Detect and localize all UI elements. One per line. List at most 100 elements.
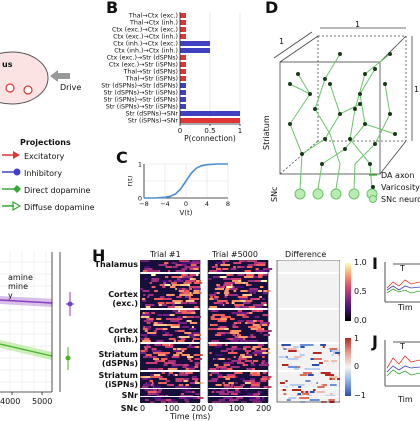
varicosity xyxy=(393,132,397,136)
heatmap-row xyxy=(277,288,340,290)
heatmap-streak xyxy=(237,322,240,324)
heatmap-streak xyxy=(259,286,264,288)
heatmap-streak xyxy=(181,378,190,380)
heatmap-streak xyxy=(252,393,259,395)
heatmap-streak xyxy=(261,362,264,364)
heatmap-streak xyxy=(217,320,227,322)
heatmap-row xyxy=(277,350,340,352)
block-separator xyxy=(208,370,268,372)
heatmap-streak xyxy=(185,368,190,370)
heatmap-streak xyxy=(146,268,153,270)
heatmap-streak xyxy=(191,326,194,328)
heatmap-streak xyxy=(297,393,301,395)
heatmap-streak xyxy=(148,356,157,358)
heatmap-row xyxy=(140,274,200,276)
heatmap-streak xyxy=(188,312,196,314)
heatmap-streak xyxy=(252,372,258,374)
heatmap-streak xyxy=(232,334,236,336)
heatmap-streak xyxy=(307,376,314,378)
heatmap-streak xyxy=(171,282,177,284)
heatmap-streak xyxy=(310,376,315,378)
heatmap-streak xyxy=(286,399,291,401)
heatmap-streak xyxy=(225,302,229,304)
heatmap-streak xyxy=(219,304,223,306)
heatmap-streak xyxy=(146,382,152,384)
heatmap-streak xyxy=(147,270,155,272)
heatmap-streak xyxy=(144,348,148,350)
heatmap-streak xyxy=(190,286,199,288)
heatmap-streak xyxy=(309,391,315,393)
heatmap-streak xyxy=(249,288,259,290)
block-separator xyxy=(277,388,340,390)
green-mean-marker xyxy=(65,355,71,361)
heatmap-streak xyxy=(208,278,212,280)
heatmap-row xyxy=(208,346,268,348)
heatmap-streak xyxy=(183,294,193,296)
legend-fragment: y xyxy=(8,291,13,300)
block-separator xyxy=(140,388,200,390)
heatmap-streak xyxy=(156,318,162,320)
varicosity xyxy=(368,162,372,166)
heatmap-streak xyxy=(183,282,192,284)
heatmap-streak xyxy=(162,286,166,288)
heatmap-row xyxy=(277,284,340,286)
varicosity xyxy=(313,107,317,111)
heatmap-row xyxy=(140,262,200,264)
heatmap-streak xyxy=(214,276,219,278)
bar xyxy=(180,90,186,95)
heatmap-streak xyxy=(193,334,202,336)
heatmap-streak xyxy=(159,360,165,362)
varicosity xyxy=(308,92,312,96)
heatmap-streak xyxy=(171,366,178,368)
heatmap-streak xyxy=(240,384,244,386)
category-label: Thal→Str (iSPNs) xyxy=(125,76,178,83)
heatmap-streak xyxy=(328,364,338,366)
heatmap-streak xyxy=(143,346,151,348)
varicosity xyxy=(388,112,392,116)
heatmap-streak xyxy=(299,397,310,399)
heatmap-streak xyxy=(217,374,223,376)
heatmap-streak xyxy=(181,389,190,391)
heatmap-streak xyxy=(249,380,255,382)
varicosity-legend-icon xyxy=(371,185,375,189)
heatmap-streak xyxy=(159,296,165,298)
heatmap-row xyxy=(208,268,268,270)
heatmap-streak xyxy=(244,389,248,391)
heatmap-streak xyxy=(165,380,171,382)
heatmap-streak xyxy=(182,316,188,318)
heatmap-row xyxy=(140,316,200,318)
heatmap-row xyxy=(208,302,268,304)
x-tick-label: 0.5 xyxy=(204,127,215,135)
cube-edge xyxy=(379,140,407,175)
heatmap-streak xyxy=(177,316,182,318)
heatmap-streak xyxy=(257,391,261,393)
y-axis-label: r(t) xyxy=(128,175,134,186)
heatmap-streak xyxy=(171,284,180,286)
heatmap-streak xyxy=(177,264,187,266)
heatmap-streak xyxy=(165,302,171,304)
heatmap-row xyxy=(277,280,340,282)
heatmap-streak xyxy=(175,386,181,388)
heatmap-streak xyxy=(232,312,239,314)
heatmap-streak xyxy=(189,322,198,324)
da-axon xyxy=(339,103,361,115)
heatmap-streak xyxy=(294,384,305,386)
heatmap-streak xyxy=(162,344,169,346)
heatmap-streak xyxy=(216,292,220,294)
block-separator xyxy=(277,308,340,310)
heatmap-title-trial-1: Trial #1 xyxy=(150,250,181,259)
heatmap-row xyxy=(277,338,340,340)
striatum-label: Striatum xyxy=(262,115,271,150)
legend-snc-neuron: SNc neuron xyxy=(381,195,420,204)
heatmap-streak xyxy=(238,356,242,358)
activity-colorbar xyxy=(345,263,351,321)
heatmap-streak xyxy=(142,384,152,386)
heatmap-streak xyxy=(165,332,170,334)
heatmap-streak xyxy=(322,346,325,348)
heatmap-streak xyxy=(289,384,299,386)
heatmap-streak xyxy=(141,314,151,316)
heatmap-streak xyxy=(235,306,240,308)
legend-excitatory: Excitatory xyxy=(24,152,65,161)
heatmap-streak xyxy=(176,278,183,280)
heatmap-streak xyxy=(255,328,263,330)
